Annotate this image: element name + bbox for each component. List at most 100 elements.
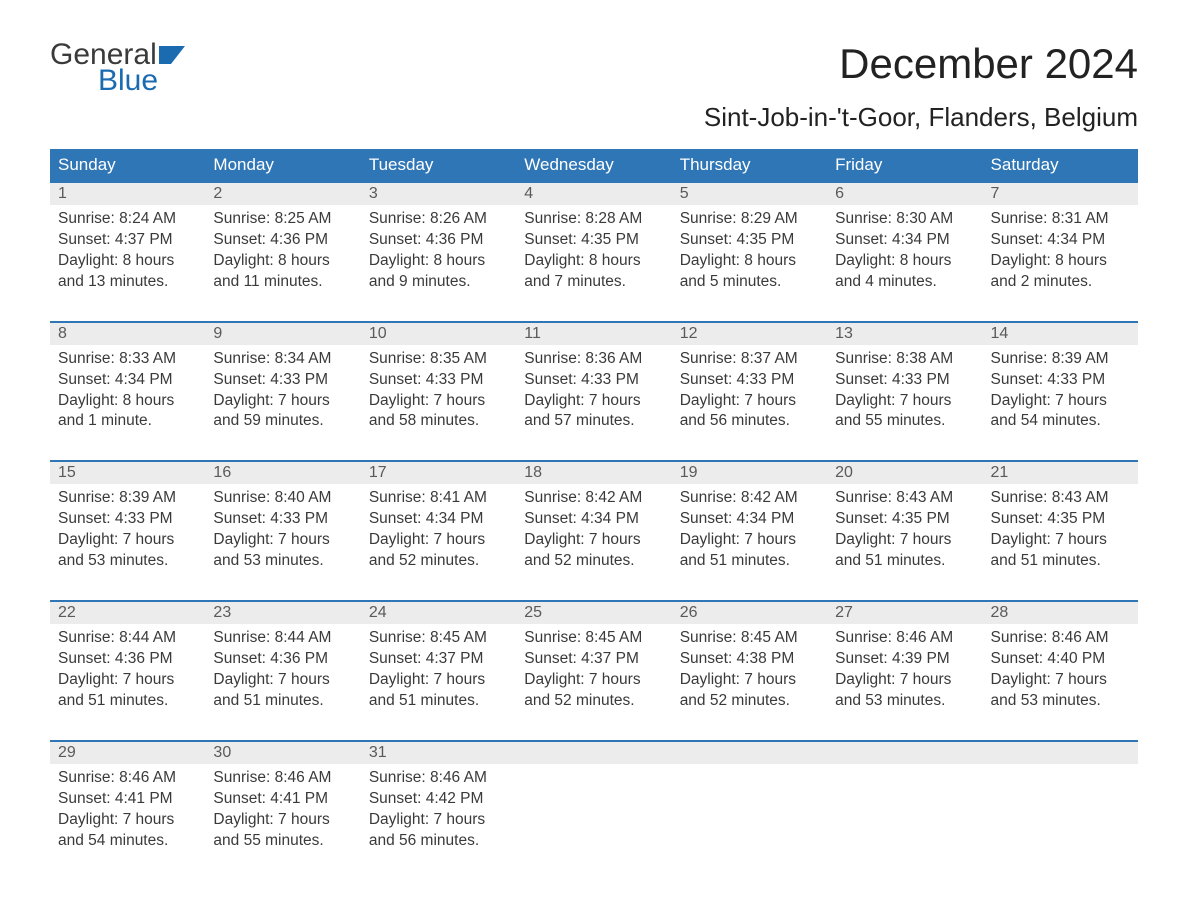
day-content-row: Sunrise: 8:44 AMSunset: 4:36 PMDaylight:… [50, 624, 1138, 741]
daylight-line-1: Daylight: 7 hours [991, 391, 1130, 412]
daylight-line-2: and 7 minutes. [524, 272, 663, 293]
sunrise-line: Sunrise: 8:46 AM [58, 768, 197, 789]
day-cell: Sunrise: 8:29 AMSunset: 4:35 PMDaylight:… [672, 205, 827, 322]
daylight-line-1: Daylight: 7 hours [369, 670, 508, 691]
day-header: Monday [205, 149, 360, 182]
daylight-line-2: and 51 minutes. [369, 691, 508, 712]
sunset-line: Sunset: 4:35 PM [680, 230, 819, 251]
day-number: 24 [361, 601, 516, 624]
daylight-line-1: Daylight: 7 hours [213, 530, 352, 551]
daylight-line-1: Daylight: 7 hours [369, 810, 508, 831]
daylight-line-1: Daylight: 8 hours [369, 251, 508, 272]
sunset-line: Sunset: 4:34 PM [680, 509, 819, 530]
sunset-line: Sunset: 4:34 PM [58, 370, 197, 391]
day-cell: Sunrise: 8:43 AMSunset: 4:35 PMDaylight:… [827, 484, 982, 601]
sunrise-line: Sunrise: 8:42 AM [680, 488, 819, 509]
day-cell [516, 764, 671, 880]
daylight-line-1: Daylight: 7 hours [213, 391, 352, 412]
sunset-line: Sunset: 4:34 PM [524, 509, 663, 530]
sunset-line: Sunset: 4:33 PM [369, 370, 508, 391]
day-number: 5 [672, 182, 827, 205]
daylight-line-1: Daylight: 7 hours [680, 391, 819, 412]
daylight-line-2: and 52 minutes. [369, 551, 508, 572]
day-header: Wednesday [516, 149, 671, 182]
sunrise-line: Sunrise: 8:31 AM [991, 209, 1130, 230]
sunrise-line: Sunrise: 8:38 AM [835, 349, 974, 370]
daylight-line-2: and 55 minutes. [835, 411, 974, 432]
sunset-line: Sunset: 4:41 PM [213, 789, 352, 810]
daylight-line-2: and 56 minutes. [369, 831, 508, 852]
sunset-line: Sunset: 4:37 PM [58, 230, 197, 251]
sunset-line: Sunset: 4:33 PM [213, 370, 352, 391]
sunset-line: Sunset: 4:40 PM [991, 649, 1130, 670]
day-number: 23 [205, 601, 360, 624]
day-cell: Sunrise: 8:46 AMSunset: 4:39 PMDaylight:… [827, 624, 982, 741]
sunset-line: Sunset: 4:38 PM [680, 649, 819, 670]
sunset-line: Sunset: 4:41 PM [58, 789, 197, 810]
day-content-row: Sunrise: 8:24 AMSunset: 4:37 PMDaylight:… [50, 205, 1138, 322]
daylight-line-1: Daylight: 7 hours [369, 530, 508, 551]
sunset-line: Sunset: 4:35 PM [835, 509, 974, 530]
day-number [516, 741, 671, 764]
day-number: 29 [50, 741, 205, 764]
day-cell: Sunrise: 8:37 AMSunset: 4:33 PMDaylight:… [672, 345, 827, 462]
daylight-line-1: Daylight: 7 hours [58, 810, 197, 831]
daylight-line-1: Daylight: 8 hours [835, 251, 974, 272]
daylight-line-1: Daylight: 7 hours [58, 670, 197, 691]
day-cell: Sunrise: 8:42 AMSunset: 4:34 PMDaylight:… [672, 484, 827, 601]
daylight-line-2: and 57 minutes. [524, 411, 663, 432]
sunrise-line: Sunrise: 8:45 AM [680, 628, 819, 649]
sunset-line: Sunset: 4:33 PM [524, 370, 663, 391]
daynum-row: 891011121314 [50, 322, 1138, 345]
daylight-line-1: Daylight: 7 hours [524, 670, 663, 691]
day-number: 25 [516, 601, 671, 624]
day-number: 14 [983, 322, 1138, 345]
daylight-line-2: and 13 minutes. [58, 272, 197, 293]
day-cell: Sunrise: 8:46 AMSunset: 4:41 PMDaylight:… [205, 764, 360, 880]
sunrise-line: Sunrise: 8:46 AM [213, 768, 352, 789]
daylight-line-2: and 58 minutes. [369, 411, 508, 432]
daylight-line-1: Daylight: 7 hours [58, 530, 197, 551]
sunrise-line: Sunrise: 8:46 AM [369, 768, 508, 789]
sunrise-line: Sunrise: 8:43 AM [835, 488, 974, 509]
daylight-line-2: and 51 minutes. [213, 691, 352, 712]
day-number: 26 [672, 601, 827, 624]
day-cell: Sunrise: 8:40 AMSunset: 4:33 PMDaylight:… [205, 484, 360, 601]
daylight-line-2: and 51 minutes. [991, 551, 1130, 572]
daylight-line-2: and 1 minute. [58, 411, 197, 432]
day-number: 4 [516, 182, 671, 205]
day-cell: Sunrise: 8:44 AMSunset: 4:36 PMDaylight:… [50, 624, 205, 741]
day-cell: Sunrise: 8:38 AMSunset: 4:33 PMDaylight:… [827, 345, 982, 462]
day-number: 18 [516, 461, 671, 484]
month-title: December 2024 [839, 40, 1138, 88]
daylight-line-2: and 51 minutes. [835, 551, 974, 572]
day-cell: Sunrise: 8:45 AMSunset: 4:37 PMDaylight:… [361, 624, 516, 741]
sunset-line: Sunset: 4:35 PM [991, 509, 1130, 530]
day-number: 17 [361, 461, 516, 484]
daylight-line-2: and 53 minutes. [213, 551, 352, 572]
day-number: 28 [983, 601, 1138, 624]
day-cell [827, 764, 982, 880]
day-cell [983, 764, 1138, 880]
daylight-line-2: and 55 minutes. [213, 831, 352, 852]
day-number [672, 741, 827, 764]
sunset-line: Sunset: 4:37 PM [524, 649, 663, 670]
day-number: 6 [827, 182, 982, 205]
day-number: 3 [361, 182, 516, 205]
day-cell: Sunrise: 8:45 AMSunset: 4:38 PMDaylight:… [672, 624, 827, 741]
day-cell: Sunrise: 8:46 AMSunset: 4:42 PMDaylight:… [361, 764, 516, 880]
sunset-line: Sunset: 4:34 PM [991, 230, 1130, 251]
day-cell: Sunrise: 8:26 AMSunset: 4:36 PMDaylight:… [361, 205, 516, 322]
sunrise-line: Sunrise: 8:44 AM [213, 628, 352, 649]
day-cell: Sunrise: 8:31 AMSunset: 4:34 PMDaylight:… [983, 205, 1138, 322]
sunset-line: Sunset: 4:39 PM [835, 649, 974, 670]
daylight-line-2: and 52 minutes. [524, 551, 663, 572]
daylight-line-2: and 54 minutes. [58, 831, 197, 852]
daylight-line-1: Daylight: 8 hours [213, 251, 352, 272]
day-header: Sunday [50, 149, 205, 182]
day-header-row: Sunday Monday Tuesday Wednesday Thursday… [50, 149, 1138, 182]
day-number: 7 [983, 182, 1138, 205]
sunset-line: Sunset: 4:33 PM [835, 370, 974, 391]
day-number: 21 [983, 461, 1138, 484]
header: General Blue December 2024 [50, 40, 1138, 96]
